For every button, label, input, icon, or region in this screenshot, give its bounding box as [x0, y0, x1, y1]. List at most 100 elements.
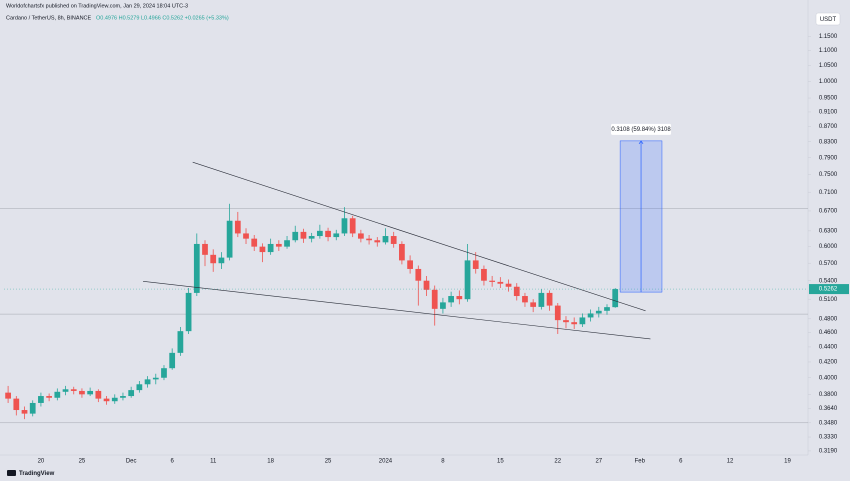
candle-body [415, 268, 422, 281]
candle-body [120, 396, 126, 398]
candle-body [21, 410, 28, 414]
candle-body [38, 396, 44, 403]
candle-body [111, 397, 118, 402]
symbol-title: Cardano / TetherUS, 8h, BINANCE [6, 15, 92, 21]
candle-body [29, 402, 36, 414]
x-tick-label: 25 [79, 459, 86, 465]
x-tick-label: 20 [38, 459, 45, 465]
candle-body [144, 379, 151, 385]
candle-body [169, 352, 176, 369]
y-tick-label: 0.3800 [819, 392, 838, 398]
x-tick-label: Feb [635, 459, 646, 465]
x-tick-label: 6 [171, 459, 175, 465]
y-tick-label: 0.8300 [819, 139, 838, 145]
x-tick-label: 11 [210, 459, 217, 465]
y-tick-label: 0.4800 [819, 316, 838, 322]
candle-body [407, 260, 413, 269]
x-tick-label: 18 [267, 459, 274, 465]
candle-body [563, 320, 569, 323]
y-tick-label: 0.3480 [819, 420, 838, 426]
y-tick-label: 0.5700 [819, 261, 838, 267]
y-tick-label: 0.6300 [819, 228, 838, 234]
candle-body [259, 246, 266, 253]
candle-body [522, 296, 528, 303]
candle-body [161, 368, 167, 378]
y-tick-label: 0.4600 [819, 330, 838, 336]
candle-body [538, 292, 545, 307]
y-tick-label: 0.4000 [819, 375, 838, 381]
candle-body [193, 243, 200, 293]
candle-body [243, 233, 249, 239]
last-price-box [809, 284, 849, 295]
candle-body [399, 243, 405, 261]
y-tick-label: 1.1500 [819, 34, 838, 40]
candle-body [152, 377, 159, 380]
y-tick-label: 0.4200 [819, 360, 838, 366]
candle-body [374, 240, 381, 243]
candle-body [87, 390, 94, 395]
candle-body [513, 286, 520, 297]
candle-body [612, 289, 619, 308]
candle-body [5, 392, 11, 399]
candle-body [382, 236, 389, 243]
x-tick-label: 6 [679, 459, 683, 465]
candle-body [275, 243, 282, 247]
candle-body [95, 390, 102, 399]
y-tick-label: 0.7500 [819, 172, 838, 178]
candle-body [308, 236, 315, 239]
candle-body [46, 396, 52, 398]
candle-body [481, 268, 487, 281]
x-tick-label: 25 [325, 459, 332, 465]
candle-body [579, 317, 586, 325]
candle-body [267, 243, 274, 253]
candle-body [54, 391, 61, 398]
x-tick-label: Dec [126, 459, 137, 465]
candle-body [472, 260, 479, 269]
currency: USDT [820, 17, 837, 23]
candle-body [128, 390, 135, 397]
y-tick-label: 0.3190 [819, 448, 838, 454]
candle-body [333, 233, 340, 238]
candle-body [234, 220, 241, 234]
y-tick-label: 0.6000 [819, 244, 838, 250]
y-tick-label: 0.3330 [819, 435, 838, 441]
x-tick-label: 19 [784, 459, 791, 465]
publisher: Worldofchartsfx published on TradingView… [6, 3, 188, 9]
candle-body [489, 280, 496, 282]
y-tick-label: 0.4400 [819, 345, 838, 351]
measure-arrow-head [638, 140, 644, 145]
measure-label: 0.3108 (59.84%) 3108 [611, 127, 671, 133]
candle-body [13, 398, 20, 411]
candle-body [103, 398, 110, 402]
candle-body [456, 296, 463, 300]
candle-body [464, 260, 471, 300]
candle-body [554, 305, 561, 321]
brand-logo [7, 470, 16, 476]
x-tick-label: 12 [727, 459, 734, 465]
candle-body [366, 238, 372, 241]
candle-body [316, 230, 323, 237]
brand: TradingView [19, 471, 55, 477]
candle-body [440, 302, 446, 309]
candle-body [79, 390, 85, 395]
candle-body [292, 231, 299, 241]
y-tick-label: 0.9100 [819, 110, 838, 116]
candle-body [587, 313, 594, 318]
candle-body [300, 231, 307, 239]
candle-body [341, 218, 348, 234]
y-tick-label: 0.7100 [819, 190, 838, 196]
x-tick-label: 8 [441, 459, 445, 465]
currency-box [815, 12, 841, 26]
candle-body [177, 331, 184, 353]
candle-body [210, 254, 217, 264]
candle-body [349, 218, 356, 234]
y-tick-label: 0.8700 [819, 124, 838, 130]
candle-body [431, 289, 438, 309]
candle-body [226, 220, 233, 258]
trendline [143, 281, 651, 340]
ohlc-text: O0.4976 H0.5279 L0.4966 C0.5262 +0.0265 … [96, 15, 229, 21]
candle-body [136, 384, 143, 391]
candle-body [595, 310, 602, 314]
